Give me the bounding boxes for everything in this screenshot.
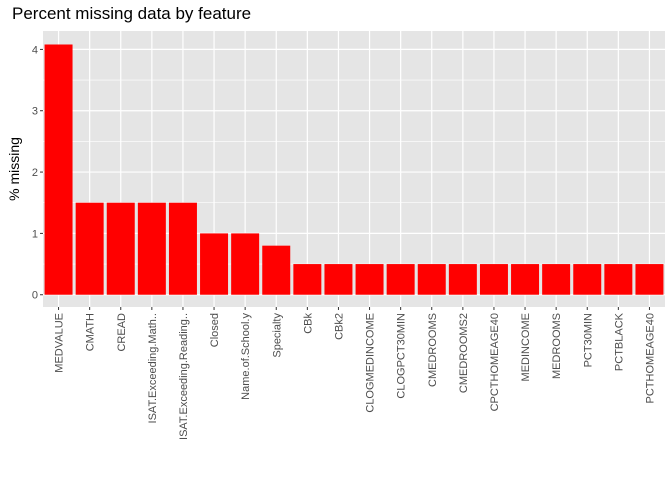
bar-cbk2 <box>324 264 353 295</box>
bar-cread <box>106 202 135 295</box>
bar-name-of-school-y <box>231 233 260 295</box>
bar-specialty <box>262 245 291 295</box>
x-tick-label: CMATH <box>85 313 97 351</box>
bar-clogpct30min <box>386 264 415 295</box>
x-axis: MEDVALUE CMATH CREAD ISAT.Exceeding.Math.. I… <box>54 307 656 440</box>
bar-cpcthomeage40 <box>479 264 508 295</box>
x-tick-label: Specialty <box>271 313 283 358</box>
bar-medincome <box>511 264 540 295</box>
x-tick-label: CREAD <box>116 313 128 352</box>
bars <box>44 44 664 295</box>
x-tick-label: PCT30MIN <box>582 313 594 367</box>
bar-cmedrooms <box>417 264 446 295</box>
x-tick-label: CBk <box>302 313 314 334</box>
bar-pctblack <box>604 264 633 295</box>
x-tick-label: Closed <box>209 313 221 347</box>
bar-medrooms <box>542 264 571 295</box>
bar-cbk <box>293 264 322 295</box>
x-tick-label: ISAT.Exceeding.Reading.. <box>178 313 190 440</box>
x-tick-label: CPCTHOMEAGE40 <box>489 313 501 411</box>
y-tick-label: 3 <box>32 106 38 118</box>
x-tick-label: PCTHOMEAGE40 <box>644 313 656 403</box>
y-axis-title: % missing <box>6 137 22 201</box>
x-tick-label: CMEDROOMS <box>427 313 439 387</box>
bar-pcthomeage40 <box>635 264 664 295</box>
chart-title: Percent missing data by feature <box>12 4 252 23</box>
x-tick-label: Name.of.School.y <box>240 313 252 400</box>
x-tick-label: MEDROOMS <box>551 313 563 379</box>
x-tick-label: CBk2 <box>333 313 345 340</box>
x-tick-label: CLOGMEDINCOME <box>365 313 377 413</box>
y-tick-label: 2 <box>32 167 38 179</box>
x-tick-label: PCTBLACK <box>613 312 625 371</box>
x-tick-label: MEDVALUE <box>54 313 66 373</box>
bar-medvalue <box>44 44 73 295</box>
plot-panel <box>43 31 665 307</box>
bar-isat-exceeding-reading <box>168 202 197 295</box>
y-tick-label: 4 <box>32 44 38 56</box>
bar-clogmedincome <box>355 264 384 295</box>
y-tick-label: 1 <box>32 228 38 240</box>
x-tick-label: ISAT.Exceeding.Math.. <box>147 313 159 423</box>
y-axis: 0 1 2 3 4 <box>32 44 43 302</box>
x-tick-label: CMEDROOMS2 <box>458 313 470 393</box>
x-tick-label: MEDINCOME <box>520 313 532 381</box>
bar-cmath <box>75 202 104 295</box>
bar-pct30min <box>573 264 602 295</box>
x-tick-label: CLOGPCT30MIN <box>396 313 408 399</box>
bar-isat-exceeding-math <box>137 202 166 295</box>
y-tick-label: 0 <box>32 290 38 302</box>
bar-closed <box>200 233 229 295</box>
bar-cmedrooms2 <box>448 264 477 295</box>
